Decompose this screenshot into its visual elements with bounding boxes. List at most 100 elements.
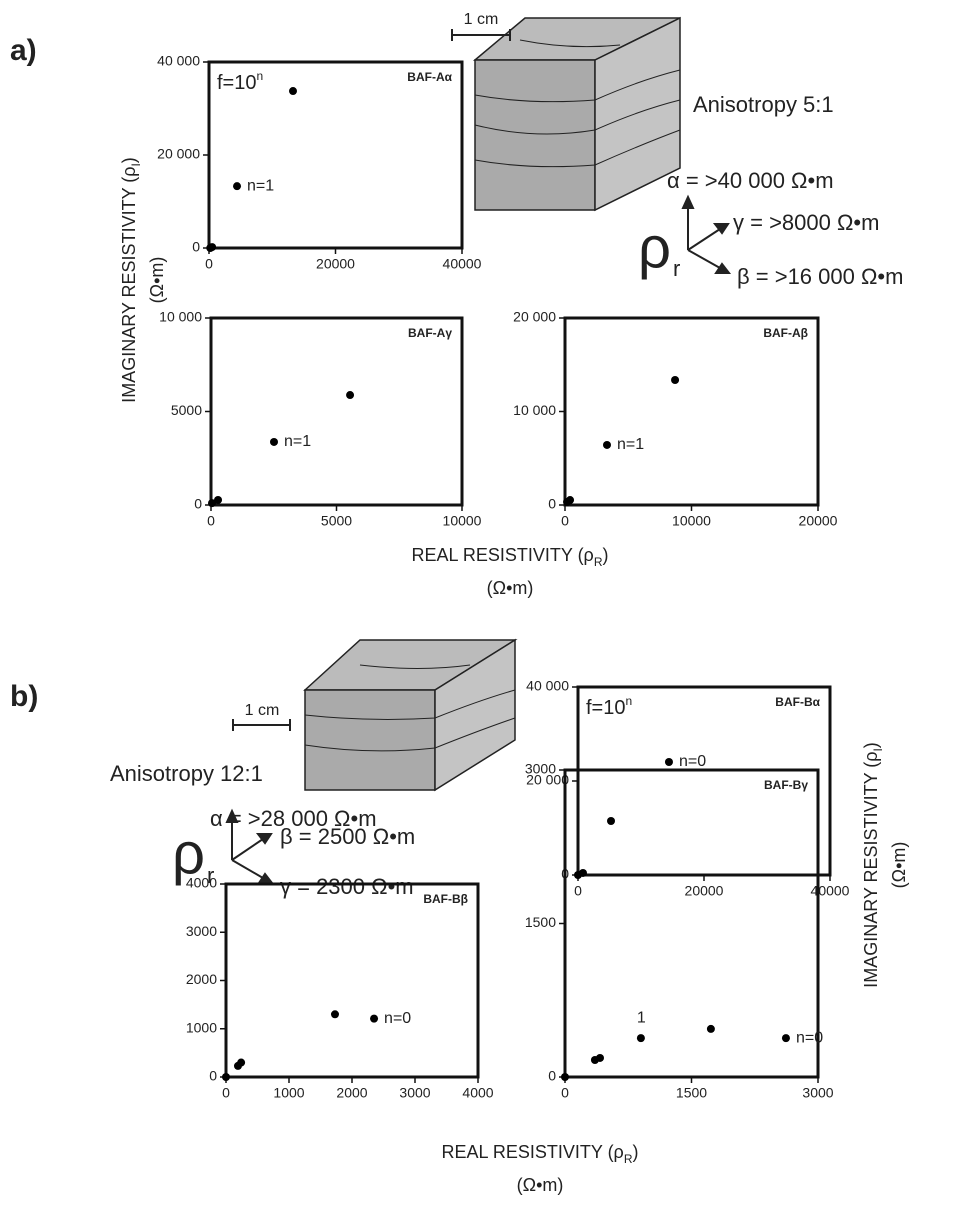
x-tick-label: 4000 <box>462 1085 493 1101</box>
y-tick-label: 5000 <box>171 402 202 418</box>
axis-title-text: IMAGINARY RESISTIVITY (ρI) <box>119 157 143 403</box>
direction: γ = 2300 Ω•m <box>280 874 414 899</box>
direction: β = 2500 Ω•m <box>280 824 415 849</box>
page: 1 cm a) Anisotropy 5:1 ρ r α = >40 000 Ω… <box>0 0 958 1226</box>
x-tick-label: 3000 <box>802 1085 833 1101</box>
block-diagram <box>475 18 680 210</box>
axis-unit: (Ω•m) <box>517 1175 564 1195</box>
note: f=10n <box>586 694 632 719</box>
point <box>370 1015 378 1023</box>
x-tick-label: 0 <box>207 513 215 529</box>
axis-title-main: REAL RESISTIVITY (ρ <box>412 545 594 565</box>
y-tick-label: 1000 <box>186 1019 217 1035</box>
axis-title-main: IMAGINARY RESISTIVITY (ρ <box>861 752 881 988</box>
point <box>707 1025 715 1033</box>
point <box>607 817 615 825</box>
x-tick-label: 5000 <box>321 513 352 529</box>
point <box>671 376 679 384</box>
anisotropy: Anisotropy 12:1 <box>110 761 263 786</box>
point <box>208 243 216 251</box>
x-tick-label: 0 <box>561 513 569 529</box>
x-tick-label: 10000 <box>672 513 711 529</box>
axis-title-end: ) <box>861 742 881 748</box>
x-tick-label: 0 <box>561 1085 569 1101</box>
axis-title-main: IMAGINARY RESISTIVITY (ρ <box>119 167 139 403</box>
axes-arrows <box>683 197 729 273</box>
chart-title: BAF-Bγ <box>764 778 808 792</box>
scale-label: 1 cm <box>245 702 280 719</box>
point <box>579 869 587 877</box>
x-tick-label: 1500 <box>676 1085 707 1101</box>
chart-title: BAF-Aγ <box>408 326 452 340</box>
x-tick-label: 0 <box>574 883 582 899</box>
y-tick-label: 1500 <box>525 914 556 930</box>
point <box>603 441 611 449</box>
point <box>596 1054 604 1062</box>
y-tick-label: 40 000 <box>526 678 569 694</box>
point <box>561 1073 569 1081</box>
point <box>289 87 297 95</box>
x-tick-label: 1000 <box>273 1085 304 1101</box>
figure: 1 cm a) Anisotropy 5:1 ρ r α = >40 000 Ω… <box>0 0 958 1226</box>
point <box>331 1010 339 1018</box>
point <box>637 1034 645 1042</box>
axis-title-main: REAL RESISTIVITY (ρ <box>442 1142 624 1162</box>
y-tick-label: 20 000 <box>157 146 200 162</box>
y-tick-label: 2000 <box>186 971 217 987</box>
direction: β = >16 000 Ω•m <box>737 264 903 289</box>
point <box>222 1073 230 1081</box>
y-tick-label: 10 000 <box>513 402 556 418</box>
x-tick-label: 40000 <box>443 256 482 272</box>
axis-title: IMAGINARY RESISTIVITY (ρI)(Ω•m) <box>861 742 909 988</box>
anisotropy: Anisotropy 5:1 <box>693 92 834 117</box>
chart-title: BAF-Bα <box>775 695 820 709</box>
note-base: f=10 <box>586 697 625 719</box>
x-tick-label: 20000 <box>316 256 355 272</box>
rho-sub: r <box>673 256 680 281</box>
axis-title-text: IMAGINARY RESISTIVITY (ρI) <box>861 742 885 988</box>
point-label: n=1 <box>247 177 274 194</box>
plot-frame <box>565 318 818 505</box>
y-tick-label: 0 <box>192 239 200 255</box>
chart-title: BAF-Aβ <box>763 326 808 340</box>
point <box>270 438 278 446</box>
axis-title: REAL RESISTIVITY (ρR) (Ω•m) <box>412 545 609 598</box>
x-tick-label: 2000 <box>336 1085 367 1101</box>
panel-label: a) <box>10 34 37 67</box>
x-tick-label: 20000 <box>799 513 838 529</box>
scale-label: 1 cm <box>464 11 499 28</box>
rho: ρ <box>638 215 671 280</box>
point <box>782 1034 790 1042</box>
y-tick-label: 20 000 <box>513 309 556 325</box>
chart-title: BAF-Bβ <box>423 892 468 906</box>
axis-unit: (Ω•m) <box>487 578 534 598</box>
point-label: n=0 <box>796 1029 823 1046</box>
point-label: n=1 <box>284 433 311 450</box>
note-sup: n <box>256 69 263 83</box>
note: f=10n <box>217 69 263 94</box>
x-tick-label: 20000 <box>685 883 724 899</box>
chart-title: BAF-Aα <box>407 70 452 84</box>
x-tick-label: 0 <box>205 256 213 272</box>
y-tick-label: 0 <box>548 1068 556 1084</box>
y-tick-label: 3000 <box>186 923 217 939</box>
point <box>346 391 354 399</box>
y-tick-label: 0 <box>194 496 202 512</box>
axis-title: REAL RESISTIVITY (ρR) (Ω•m) <box>442 1142 639 1195</box>
point-label: 1 <box>637 1009 646 1026</box>
axis-unit: (Ω•m) <box>147 257 167 304</box>
axis-title-text: REAL RESISTIVITY (ρR) <box>442 1142 639 1166</box>
panel-label: b) <box>10 680 38 713</box>
axis-unit: (Ω•m) <box>889 842 909 889</box>
direction: γ = >8000 Ω•m <box>733 210 879 235</box>
y-tick-label: 10 000 <box>159 309 202 325</box>
axis-title-text: REAL RESISTIVITY (ρR) <box>412 545 609 569</box>
point <box>237 1059 245 1067</box>
point <box>665 758 673 766</box>
block-diagram <box>305 640 515 790</box>
axis-title-sub: R <box>624 1152 633 1166</box>
axis-title: IMAGINARY RESISTIVITY (ρI)(Ω•m) <box>119 157 167 403</box>
y-tick-label: 0 <box>209 1068 217 1084</box>
y-tick-label: 40 000 <box>157 53 200 69</box>
point-label: n=0 <box>679 753 706 770</box>
